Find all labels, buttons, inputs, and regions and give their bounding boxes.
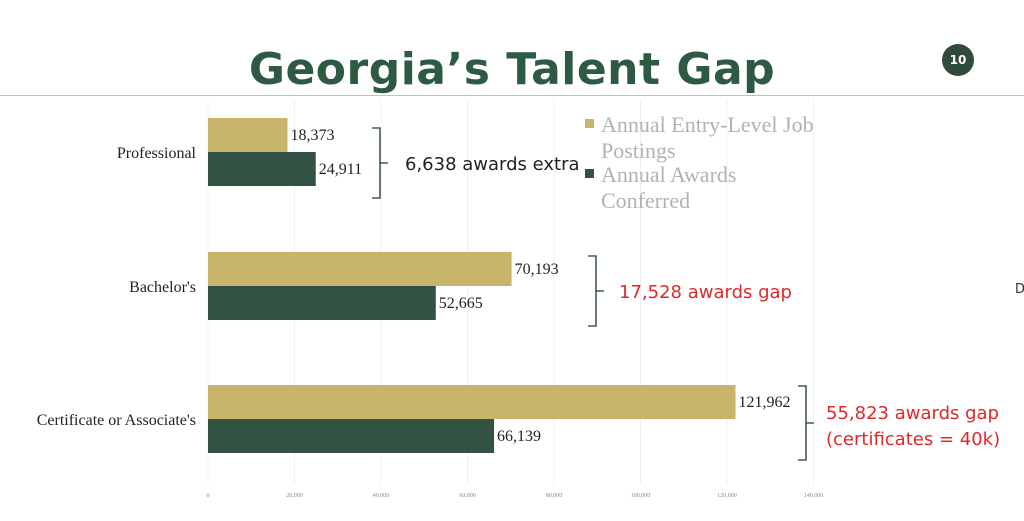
- postings-data-label: 70,193: [515, 261, 559, 278]
- annotation-text: 17,528 awards gap: [619, 282, 792, 303]
- legend-label: Annual Awards: [601, 162, 736, 187]
- legend-label: Postings: [601, 138, 676, 163]
- category-label: Professional: [117, 145, 197, 162]
- slide-number-badge: 10: [942, 44, 974, 76]
- annotation-text: 6,638 awards extra: [405, 154, 580, 175]
- x-tick-label: 100,000: [631, 493, 651, 499]
- x-tick-label: 0: [207, 493, 210, 499]
- annotation-bracket: [798, 385, 814, 461]
- postings-data-label: 121,962: [738, 394, 790, 411]
- edge-text-fragment: D: [1015, 282, 1024, 297]
- x-tick-label: 20,000: [286, 493, 303, 499]
- x-tick-label: 140,000: [804, 493, 824, 499]
- annotation-bracket: [372, 127, 388, 199]
- awards-bar: [208, 152, 316, 186]
- annotation-text: 55,823 awards gap: [826, 403, 999, 424]
- legend-label: Annual Entry-Level Job: [601, 112, 814, 137]
- awards-data-label: 66,139: [497, 428, 541, 445]
- category-label: Bachelor's: [129, 279, 196, 296]
- annotation-bracket: [588, 255, 604, 327]
- x-tick-label: 40,000: [373, 493, 390, 499]
- x-tick-label: 120,000: [717, 493, 737, 499]
- postings-data-label: 18,373: [290, 127, 334, 144]
- legend-label: Conferred: [601, 188, 690, 213]
- postings-bar: [208, 118, 288, 152]
- postings-bar: [208, 252, 512, 286]
- awards-data-label: 24,911: [319, 161, 362, 178]
- x-tick-label: 60,000: [459, 493, 476, 499]
- awards-data-label: 52,665: [439, 295, 483, 312]
- awards-legend-swatch: [585, 169, 594, 178]
- slide-title: Georgia’s Talent Gap: [248, 44, 776, 95]
- annotation-text: (certificates = 40k): [826, 429, 1000, 450]
- awards-bar: [208, 419, 495, 453]
- postings-legend-swatch: [585, 119, 594, 128]
- x-tick-label: 80,000: [546, 493, 563, 499]
- postings-bar: [208, 385, 736, 419]
- awards-bar: [208, 286, 436, 320]
- title-divider: [0, 95, 1024, 96]
- category-label: Certificate or Associate's: [37, 412, 196, 429]
